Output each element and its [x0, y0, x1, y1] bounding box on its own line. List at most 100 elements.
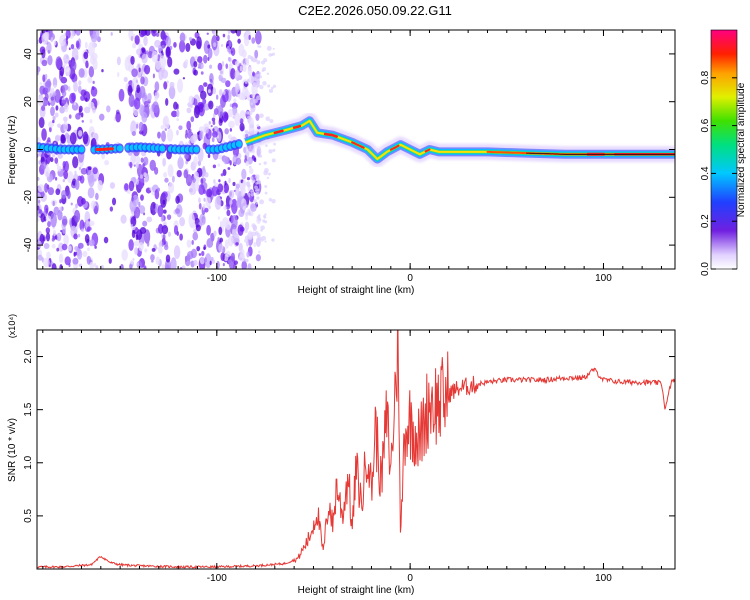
- noise-speckle: [129, 263, 133, 269]
- noise-speckle: [213, 108, 219, 116]
- noise-speckle: [255, 202, 259, 205]
- noise-speckle: [258, 72, 262, 75]
- noise-speckle: [233, 98, 237, 103]
- noise-speckle: [230, 68, 236, 80]
- noise-speckle: [244, 204, 249, 209]
- noise-speckle: [190, 116, 195, 123]
- noise-speckle: [212, 30, 218, 36]
- noise-speckle: [235, 30, 242, 37]
- noise-speckle: [170, 257, 177, 269]
- noise-speckle: [92, 167, 98, 175]
- noise-speckle: [76, 249, 83, 260]
- noise-speckle: [265, 116, 271, 122]
- noise-speckle: [124, 56, 131, 71]
- noise-speckle: [131, 131, 136, 137]
- noise-speckle: [234, 112, 241, 126]
- noise-speckle: [45, 46, 48, 51]
- noise-speckle: [108, 257, 112, 264]
- noise-speckle: [138, 121, 144, 132]
- noise-speckle: [259, 84, 264, 90]
- snr-xlabel: Height of straight line (km): [298, 585, 415, 596]
- noise-speckle: [70, 202, 73, 206]
- noise-speckle: [144, 64, 151, 75]
- noise-speckle: [212, 131, 218, 138]
- noise-speckle: [59, 206, 63, 212]
- noise-speckle: [243, 146, 247, 154]
- noise-speckle: [43, 242, 50, 249]
- noise-speckle: [63, 54, 70, 64]
- noise-speckle: [111, 197, 117, 206]
- noise-speckle: [47, 49, 50, 54]
- noise-speckle: [64, 65, 71, 77]
- noise-speckle: [244, 229, 248, 233]
- noise-speckle: [133, 240, 140, 247]
- noise-speckle: [207, 153, 211, 159]
- noise-speckle: [250, 190, 254, 193]
- noise-speckle: [179, 155, 182, 161]
- noise-speckle: [167, 231, 171, 237]
- noise-speckle: [54, 176, 58, 181]
- noise-speckle: [139, 85, 146, 99]
- noise-speckle: [90, 86, 98, 97]
- noise-speckle: [197, 66, 200, 69]
- noise-speckle: [235, 183, 240, 189]
- noise-speckle: [95, 192, 99, 201]
- noise-speckle: [234, 60, 240, 67]
- noise-speckle: [253, 77, 257, 82]
- noise-speckle: [217, 154, 223, 160]
- noise-speckle: [256, 215, 261, 219]
- noise-speckle: [245, 212, 249, 216]
- noise-speckle: [57, 153, 64, 159]
- noise-speckle: [109, 182, 116, 189]
- noise-speckle: [138, 201, 141, 208]
- colorbar-tick-label: 0.0: [700, 262, 711, 276]
- noise-speckle: [193, 98, 198, 106]
- noise-speckle: [248, 34, 251, 40]
- noise-speckle: [161, 241, 164, 247]
- noise-speckle: [261, 69, 265, 73]
- noise-speckle: [150, 254, 155, 261]
- noise-speckle: [164, 177, 169, 183]
- noise-speckle: [193, 60, 198, 68]
- noise-speckle: [254, 49, 259, 59]
- noise-speckle: [203, 54, 208, 64]
- noise-speckle: [74, 179, 80, 191]
- noise-speckle: [263, 58, 268, 63]
- noise-speckle: [63, 234, 69, 246]
- noise-speckle: [179, 266, 183, 269]
- noise-speckle: [263, 170, 268, 176]
- noise-speckle: [241, 49, 247, 58]
- noise-speckle: [259, 154, 263, 158]
- noise-speckle: [133, 97, 141, 110]
- noise-speckle: [165, 264, 170, 269]
- noise-speckle: [84, 234, 90, 244]
- noise-speckle: [205, 195, 211, 208]
- noise-speckle: [120, 263, 124, 269]
- noise-speckle: [227, 259, 232, 264]
- noise-speckle: [59, 199, 62, 204]
- noise-speckle: [75, 55, 79, 61]
- noise-speckle: [53, 91, 57, 96]
- noise-speckle: [129, 161, 133, 169]
- noise-speckle: [244, 235, 249, 240]
- x-tick-label: 0: [407, 273, 413, 284]
- noise-speckle: [214, 196, 222, 210]
- noise-speckle: [177, 78, 184, 93]
- noise-speckle: [132, 258, 135, 261]
- noise-speckle: [136, 48, 142, 56]
- noise-speckle: [70, 60, 77, 72]
- noise-speckle: [208, 121, 211, 125]
- noise-speckle: [64, 160, 70, 172]
- noise-speckle: [181, 265, 186, 269]
- noise-speckle: [88, 218, 91, 222]
- noise-speckle: [200, 71, 204, 75]
- noise-speckle: [41, 48, 46, 59]
- noise-speckle: [203, 82, 208, 87]
- noise-speckle: [150, 209, 153, 214]
- noise-speckle: [47, 55, 53, 66]
- noise-speckle: [41, 128, 47, 141]
- colorbar-tick-label: 0.4: [700, 166, 711, 180]
- noise-speckle: [264, 185, 268, 188]
- noise-speckle: [226, 45, 230, 53]
- noise-speckle: [61, 89, 67, 97]
